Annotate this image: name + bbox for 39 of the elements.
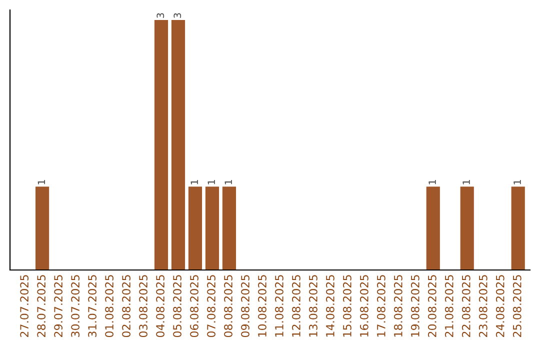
x-tick-label: 27.07.2025 [20,275,29,337]
x-tick-label: 17.08.2025 [376,275,386,337]
x-tick-label: 02.08.2025 [122,275,130,338]
x-tick-label: 30.07.2025 [71,275,80,337]
x-tick-label: 23.08.2025 [478,275,488,337]
x-tick-label: 31.07.2025 [88,275,96,337]
data-label: 3 [174,13,182,18]
x-tick-label: 09.08.2025 [241,275,250,338]
x-tick-label: 14.08.2025 [326,275,334,337]
x-tick-label: 18.08.2025 [394,275,402,337]
data-label: 1 [224,180,232,184]
data-label: 1 [38,180,45,184]
x-tick-label: 15.08.2025 [342,275,352,337]
x-tick-label: 03.08.2025 [139,275,148,338]
x-tick-label: 04.08.2025 [156,275,164,338]
data-label: 1 [208,180,215,184]
x-tick-label: 05.08.2025 [173,275,182,338]
x-tick-label: 25.08.2025 [512,275,522,337]
x-tick-label: 20.08.2025 [428,275,436,337]
data-label: 1 [462,180,470,184]
data-label: 1 [514,180,521,184]
x-tick-label: 12.08.2025 [292,275,300,337]
data-label: 1 [190,180,198,184]
x-tick-label: 10.08.2025 [258,275,266,337]
x-tick-label: 24.08.2025 [496,275,504,337]
data-label: 3 [156,13,164,18]
x-tick-label: 28.07.2025 [37,275,46,337]
x-tick-label: 11.08.2025 [275,275,284,337]
data-label: 1 [428,180,436,184]
x-tick-label: 16.08.2025 [360,275,368,337]
x-tick-label: 06.08.2025 [190,275,198,338]
x-tick-label: 07.08.2025 [207,275,216,338]
x-tick-label: 21.08.2025 [444,275,454,337]
x-tick-label: 08.08.2025 [224,275,232,338]
x-tick-label: 29.07.2025 [54,275,63,337]
x-tick-label: 13.08.2025 [309,275,318,337]
x-tick-label: 01.08.2025 [105,275,114,338]
x-tick-label: 19.08.2025 [410,275,420,337]
x-tick-label: 22.08.2025 [462,275,470,337]
